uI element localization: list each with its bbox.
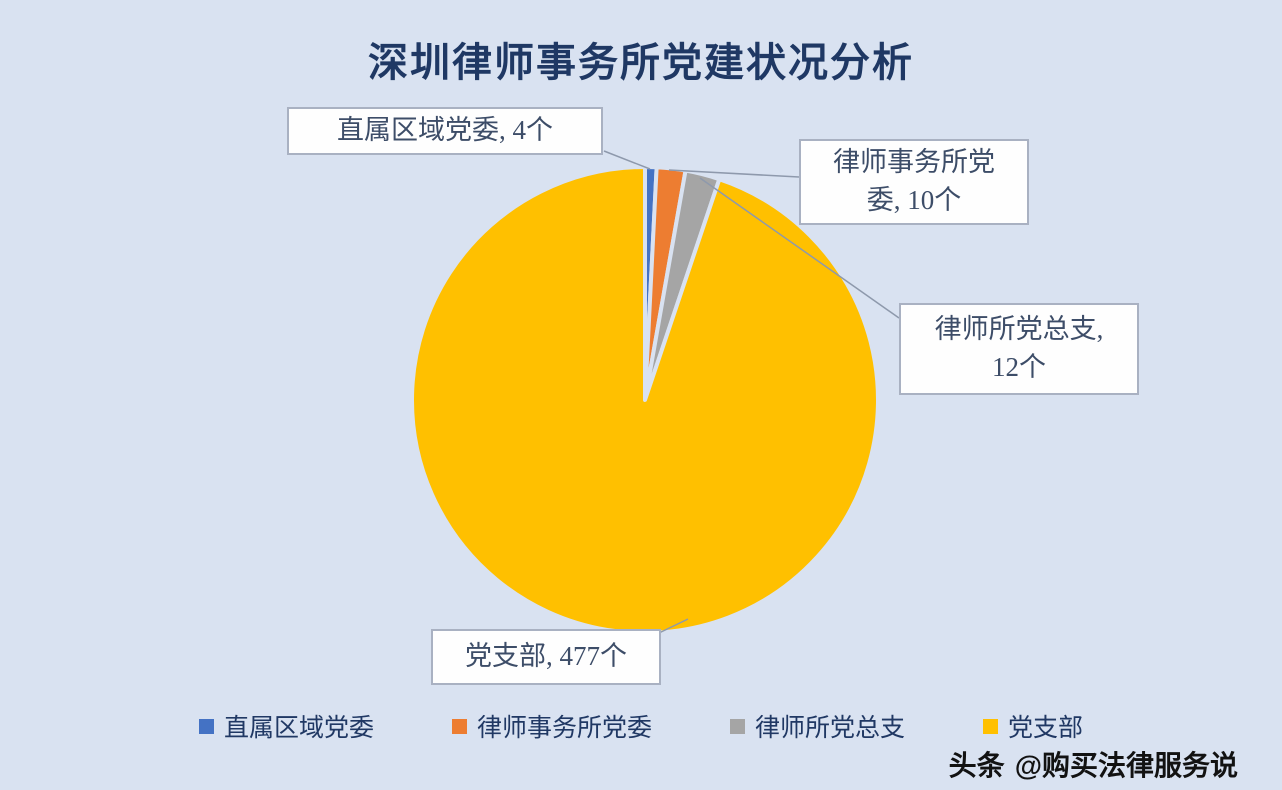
legend-swatch-orange xyxy=(451,718,467,734)
data-label-regional-committee: 直属区域党委, 4个 xyxy=(287,107,603,155)
legend-item-general-branch: 律师所党总支 xyxy=(730,708,905,744)
legend-label: 党支部 xyxy=(1008,715,1084,742)
legend-swatch-blue xyxy=(198,718,214,734)
data-label-firm-committee: 律师事务所党 委, 10个 xyxy=(799,139,1029,225)
leader-lines xyxy=(603,150,900,634)
data-label-party-branch: 党支部, 477个 xyxy=(431,629,661,685)
legend-item-firm-committee: 律师事务所党委 xyxy=(451,708,652,744)
legend-item-regional-committee: 直属区域党委 xyxy=(198,708,374,744)
watermark-brand: 头条 xyxy=(948,750,1005,781)
legend-swatch-yellow xyxy=(983,718,999,734)
pie-slices xyxy=(410,164,881,635)
watermark: 头条 @购买法律服务说 xyxy=(949,744,1238,784)
pie-slice-party-branch xyxy=(410,165,881,635)
watermark-text: @购买法律服务说 xyxy=(1014,750,1238,781)
leader-line-regional-committee xyxy=(603,150,651,170)
chart-title: 深圳律师事务所党建状况分析 xyxy=(368,40,914,85)
legend-label: 律师事务所党委 xyxy=(476,715,652,742)
leader-line-firm-committee xyxy=(668,169,800,178)
chart-legend: 直属区域党委 律师事务所党委 律师所党总支 党支部 xyxy=(0,708,1282,744)
data-label-general-branch: 律师所党总支, 12个 xyxy=(899,303,1139,395)
legend-swatch-gray xyxy=(730,718,745,734)
leader-line-general-branch xyxy=(699,177,900,319)
legend-label: 直属区域党委 xyxy=(223,715,374,742)
leader-line-party-branch xyxy=(658,618,689,634)
legend-item-party-branch: 党支部 xyxy=(983,708,1083,744)
legend-label: 律师所党总支 xyxy=(755,715,906,742)
